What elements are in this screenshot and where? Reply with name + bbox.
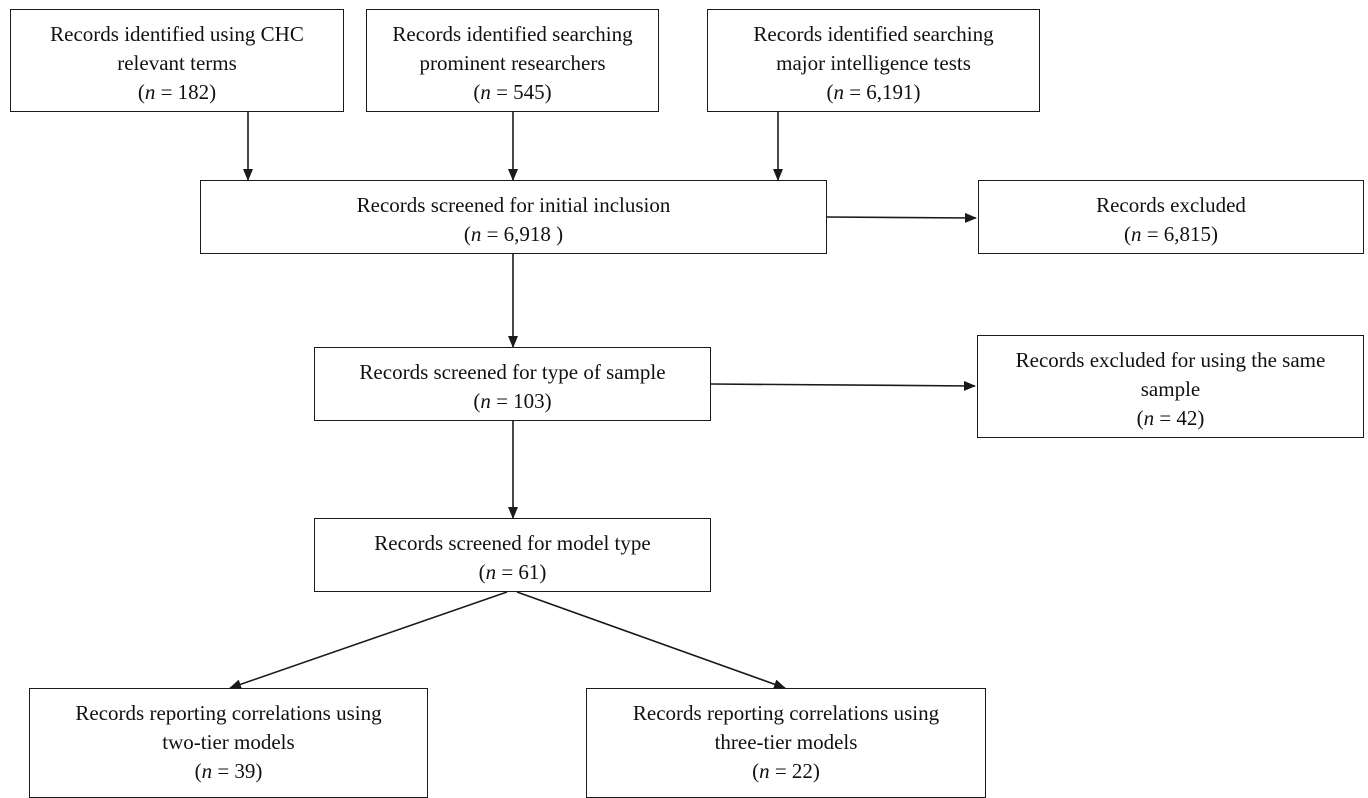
record-count: (n = 182) (138, 78, 216, 107)
arrow-sample-to-excluded-same (710, 380, 976, 391)
count-value: = 61) (496, 560, 547, 584)
count-value: = 39) (212, 759, 263, 783)
count-value: = 103) (490, 389, 552, 413)
count-open: ( (826, 80, 834, 104)
box-line: Records reporting correlations using (632, 701, 940, 725)
count-value: = 182) (155, 80, 217, 104)
box-line: three-tier models (714, 730, 858, 754)
record-count: (n = 61) (479, 558, 547, 587)
count-open: ( (478, 560, 486, 584)
arrow-initial-to-excluded (826, 212, 977, 223)
records-sample-type-box: Records screened for type of sample (n =… (314, 347, 711, 421)
count-value: = 42) (1154, 406, 1205, 430)
count-value: = 6,191) (843, 80, 921, 104)
count-open: ( (473, 80, 481, 104)
count-open: ( (752, 759, 760, 783)
record-count: (n = 39) (195, 757, 263, 786)
count-value: = 545) (490, 80, 552, 104)
box-line: Records identified using CHC (50, 22, 304, 46)
box-line: Records screened for initial inclusion (356, 193, 671, 217)
record-count: (n = 6,918 ) (464, 220, 563, 249)
records-intelligence-tests-box: Records identified searching major intel… (707, 9, 1040, 112)
record-count: (n = 545) (473, 78, 551, 107)
count-n: n (480, 80, 491, 104)
count-n: n (485, 560, 497, 584)
box-line: Records excluded for using the same (1015, 348, 1326, 372)
box-line: two-tier models (162, 730, 295, 754)
count-n: n (470, 222, 482, 246)
count-open: ( (1123, 222, 1131, 246)
records-two-tier-box: Records reporting correlations using two… (29, 688, 428, 798)
records-chc-terms-box: Records identified using CHC relevant te… (10, 9, 344, 112)
box-line: Records screened for type of sample (359, 360, 666, 384)
records-model-type-box: Records screened for model type (n = 61) (314, 518, 711, 592)
count-open: ( (463, 222, 471, 246)
arrow-model-to-two-tier (229, 591, 508, 690)
box-line: relevant terms (117, 51, 237, 75)
count-n: n (1130, 222, 1142, 246)
record-count: (n = 103) (473, 387, 551, 416)
count-n: n (480, 389, 491, 413)
records-researchers-box: Records identified searching prominent r… (366, 9, 659, 112)
box-line: sample (1140, 377, 1201, 401)
box-line: major intelligence tests (776, 51, 971, 75)
count-open: ( (194, 759, 202, 783)
count-n: n (759, 759, 770, 783)
record-count: (n = 42) (1137, 404, 1205, 433)
count-n: n (144, 80, 156, 104)
count-n: n (201, 759, 213, 783)
record-count: (n = 6,191) (826, 78, 920, 107)
count-n: n (1143, 406, 1155, 430)
box-line: Records excluded (1096, 193, 1246, 217)
box-line: Records identified searching (392, 22, 633, 46)
count-open: ( (473, 389, 481, 413)
count-value: = 6,815) (1141, 222, 1219, 246)
arrow-model-to-three-tier (516, 591, 786, 689)
records-initial-inclusion-box: Records screened for initial inclusion (… (200, 180, 827, 254)
count-open: ( (137, 80, 145, 104)
count-value: = 6,918 ) (481, 222, 564, 246)
box-line: Records identified searching (753, 22, 994, 46)
box-line: Records reporting correlations using (75, 701, 382, 725)
count-open: ( (1136, 406, 1144, 430)
count-n: n (833, 80, 844, 104)
records-excluded-same-sample-box: Records excluded for using the same samp… (977, 335, 1364, 438)
box-line: Records screened for model type (374, 531, 651, 555)
box-line: prominent researchers (419, 51, 606, 75)
count-value: = 22) (769, 759, 820, 783)
record-count: (n = 22) (752, 757, 820, 786)
records-excluded-box: Records excluded (n = 6,815) (978, 180, 1364, 254)
records-three-tier-box: Records reporting correlations using thr… (586, 688, 986, 798)
record-count: (n = 6,815) (1124, 220, 1218, 249)
